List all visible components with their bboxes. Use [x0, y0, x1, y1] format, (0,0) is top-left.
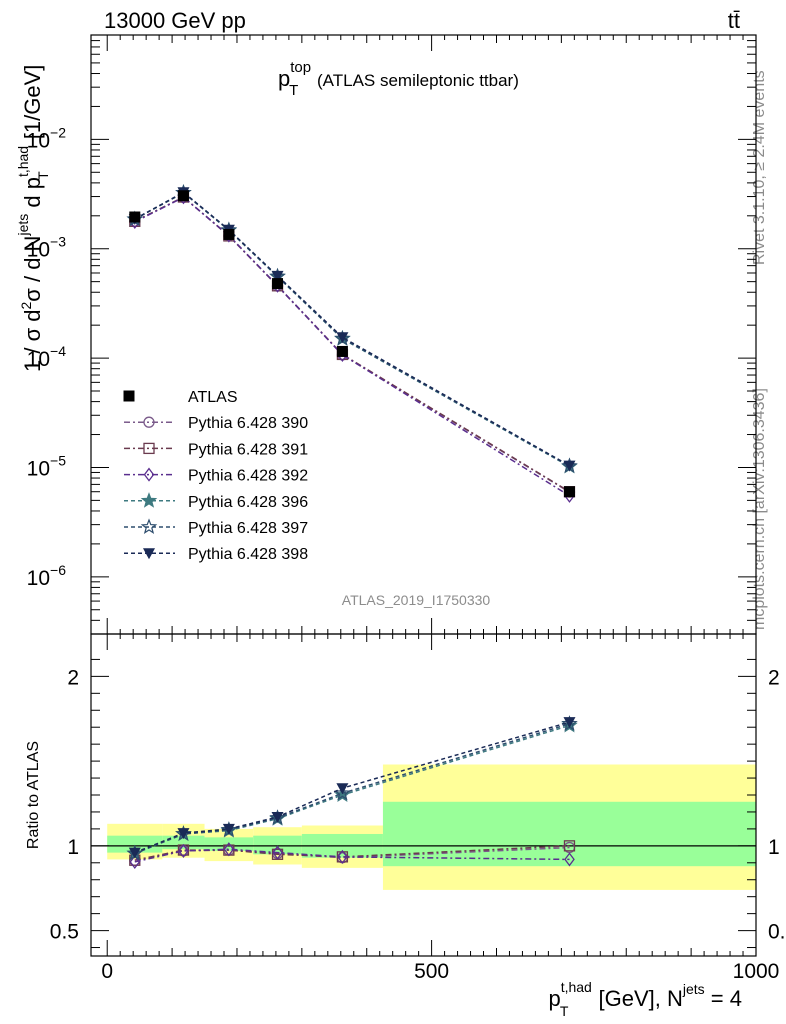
legend-label: Pythia 6.428 398	[188, 546, 308, 563]
inner-band	[253, 835, 302, 855]
atlas-data-point	[177, 190, 189, 202]
ratio-series-point	[563, 840, 576, 852]
series-point	[563, 460, 576, 472]
ratio-y-axis-label: Ratio to ATLAS	[25, 741, 42, 849]
ratio-uncertainty-bands	[91, 764, 756, 890]
mcplots-label: mcplots.cern.ch [arXiv:1306.3436]	[751, 388, 768, 630]
legend-marker-atlas	[123, 390, 135, 402]
atlas-data-point	[563, 486, 575, 498]
y-tick-label: 10−4	[27, 343, 67, 371]
ratio-series-line	[134, 721, 570, 854]
legend-label: Pythia 6.428 397	[188, 520, 308, 537]
ratio-y-tick-label-right: 0.5	[768, 921, 786, 944]
atlas-data-point	[129, 211, 141, 223]
ratio-series-point	[222, 823, 235, 835]
inner-band	[382, 801, 756, 867]
ratio-y-tick-label-right: 1	[768, 836, 780, 859]
legend-marker	[140, 492, 158, 508]
header-left-text: 13000 GeV pp	[104, 8, 246, 33]
x-tick-label: 1000	[733, 960, 780, 983]
atlas-data-point	[336, 345, 348, 357]
y-tick-label: 10−3	[27, 234, 67, 262]
ratio-y-tick-label: 1	[67, 836, 79, 859]
legend-marker	[140, 518, 158, 535]
y-tick-label: 10−5	[27, 452, 67, 480]
main-plot-frame	[90, 34, 757, 635]
legend-marker	[143, 467, 155, 482]
ratio-series-point	[563, 717, 576, 729]
ratio-series-line	[134, 723, 570, 855]
legend-label: Pythia 6.428 396	[188, 494, 308, 511]
ratio-y-tick-label-right: 2	[768, 666, 780, 689]
main-y-axis-label: 1 / σ d2σ / d Njets d pt,had T [1/GeV]	[15, 65, 51, 372]
ratio-series-point	[128, 847, 141, 859]
y-tick-label: 10−2	[27, 124, 67, 152]
series-line	[134, 196, 570, 497]
axes-ticks: 10−6 10−5 10−4 10−3 10−2 0 500 1000 0.5 0.5 1 1 2 2	[27, 34, 786, 983]
ratio-series-point	[271, 812, 284, 824]
legend-label: Pythia 6.428 390	[188, 415, 308, 432]
ratio-series-point	[336, 783, 349, 795]
analysis-watermark: ATLAS_2019_I1750330	[342, 592, 491, 608]
legend-label: Pythia 6.428 391	[188, 441, 308, 458]
ratio-y-tick-label: 2	[67, 666, 79, 689]
legend-marker	[143, 548, 155, 560]
legend-label-atlas: ATLAS	[188, 389, 238, 406]
ratio-series-point	[272, 845, 283, 860]
ratio-series-point	[177, 828, 190, 840]
ratio-series-point	[223, 842, 235, 857]
atlas-data-point	[223, 228, 235, 240]
x-tick-label: 500	[414, 960, 449, 983]
ratio-series-point	[337, 849, 348, 864]
series-point	[271, 270, 284, 282]
atlas-data-point	[272, 278, 284, 290]
legend-marker	[143, 442, 155, 455]
x-axis-label: pt,had T [GeV], Njets = 4	[548, 979, 742, 1019]
ratio-series-point	[178, 843, 189, 859]
legend: ATLAS Pythia 6.428 390 Pythia 6.428 391 Pyt…	[123, 389, 308, 563]
x-tick-label: 0	[101, 960, 113, 983]
legend-label: Pythia 6.428 392	[188, 468, 308, 485]
ratio-series-layer	[126, 715, 578, 870]
legend-marker	[143, 416, 155, 428]
rivet-label: Rivet 3.1.10, ≥ 2.4M events	[751, 70, 768, 265]
ratio-y-tick-label: 0.5	[50, 921, 79, 944]
ratio-series-point	[129, 854, 141, 870]
series-line	[134, 191, 570, 467]
main-title: ptop T (ATLAS semileptonic ttbar)	[278, 59, 519, 99]
main-series-layer	[126, 184, 578, 503]
y-tick-label: 10−6	[27, 562, 67, 590]
series-point	[336, 332, 349, 344]
header-right-text: tt̄	[728, 8, 740, 33]
ratio-series-point	[564, 852, 575, 867]
